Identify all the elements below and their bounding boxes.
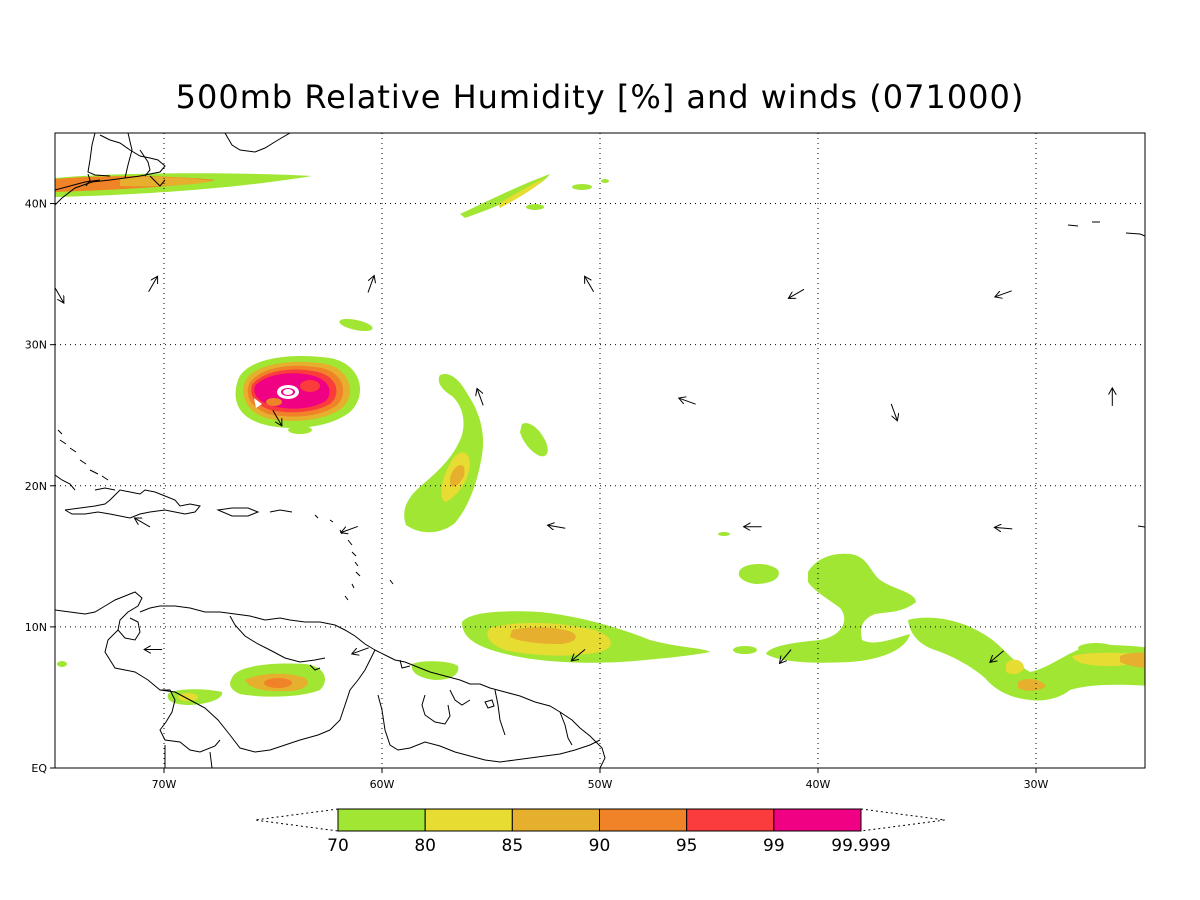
- rh-blob-small: [339, 318, 373, 332]
- rh-band-curved: [404, 373, 484, 533]
- colorbar-label: 90: [589, 836, 611, 856]
- rh-band-curved-inner: [450, 465, 465, 487]
- rh-band-northwest-inner: [120, 177, 212, 187]
- lat-tick-label: 40N: [25, 198, 47, 211]
- humidity-fill: [55, 173, 1145, 705]
- rh-blob-guyana: [411, 661, 459, 680]
- lon-tick-label: 70W: [152, 778, 177, 791]
- colorbar-label: 99: [763, 836, 785, 856]
- wind-arrow: [367, 276, 374, 293]
- rh-blob-small: [718, 532, 730, 536]
- wind-arrow: [995, 290, 1012, 297]
- rh-blob: [738, 564, 779, 584]
- wind-arrow: [585, 276, 595, 293]
- longitude-ticks: 70W 60W 50W 40W 30W: [152, 768, 1049, 791]
- wind-arrow: [148, 276, 158, 293]
- rh-blob: [520, 423, 548, 457]
- wind-arrow: [890, 403, 897, 421]
- colorbar-swatch: [511, 808, 600, 832]
- colorbar-swatch: [424, 808, 513, 832]
- latitude-ticks: 40N 30N 20N 10N EQ: [25, 198, 55, 775]
- wind-arrow: [477, 388, 484, 406]
- lat-tick-label: EQ: [31, 762, 47, 775]
- colorbar-extend-low: [254, 808, 339, 832]
- plot-area: [55, 133, 1145, 768]
- rh-region-40w: [766, 553, 916, 663]
- wind-arrow: [341, 525, 358, 532]
- lat-tick-label: 20N: [25, 480, 47, 493]
- colorbar-label: 70: [327, 836, 349, 856]
- wind-vectors: [55, 276, 1112, 664]
- rh-band-east: [908, 617, 1145, 701]
- colorbar-swatch: [686, 808, 775, 832]
- rh-band-diagonal: [460, 174, 550, 218]
- wind-arrow: [990, 650, 1004, 663]
- colorbar-swatch: [773, 808, 862, 832]
- colorbar-label: 85: [502, 836, 524, 856]
- hurricane-humidity: [235, 356, 361, 434]
- colorbar-label: 80: [414, 836, 436, 856]
- wind-arrow: [134, 518, 151, 528]
- rh-band-diagonal-core: [498, 178, 545, 208]
- lat-lon-grid: [55, 133, 1145, 768]
- lon-tick-label: 30W: [1024, 778, 1049, 791]
- wind-arrow: [571, 648, 586, 661]
- lon-tick-label: 40W: [806, 778, 831, 791]
- rh-blob-small: [526, 204, 544, 210]
- rh-blob-small: [572, 184, 592, 190]
- wind-arrow: [352, 647, 369, 654]
- lat-tick-label: 30N: [25, 339, 47, 352]
- rh-band-east-core: [1006, 659, 1024, 675]
- colorbar: 70 80 85 90 95 99 99.999: [254, 808, 946, 856]
- wind-arrow: [788, 288, 805, 298]
- colorbar-extend-high: [860, 808, 946, 832]
- wind-arrow: [548, 525, 566, 528]
- colorbar-swatch: [599, 808, 688, 832]
- colorbar-label: 95: [676, 836, 698, 856]
- coastlines: [55, 133, 1145, 768]
- wind-arrow: [780, 649, 792, 664]
- wind-arrow: [55, 287, 64, 303]
- wind-arrow: [679, 398, 696, 405]
- colorbar-label: 99.999: [831, 836, 890, 856]
- lon-tick-label: 50W: [588, 778, 613, 791]
- chart-title: 500mb Relative Humidity [%] and winds (0…: [175, 78, 1025, 116]
- rh-blob-small: [601, 179, 609, 183]
- wind-arrow: [272, 410, 282, 426]
- lat-tick-label: 10N: [25, 621, 47, 634]
- wind-arrow: [994, 527, 1013, 529]
- lon-tick-label: 60W: [370, 778, 395, 791]
- rh-band-southern-inner: [510, 627, 576, 644]
- colorbar-swatch: [337, 808, 426, 832]
